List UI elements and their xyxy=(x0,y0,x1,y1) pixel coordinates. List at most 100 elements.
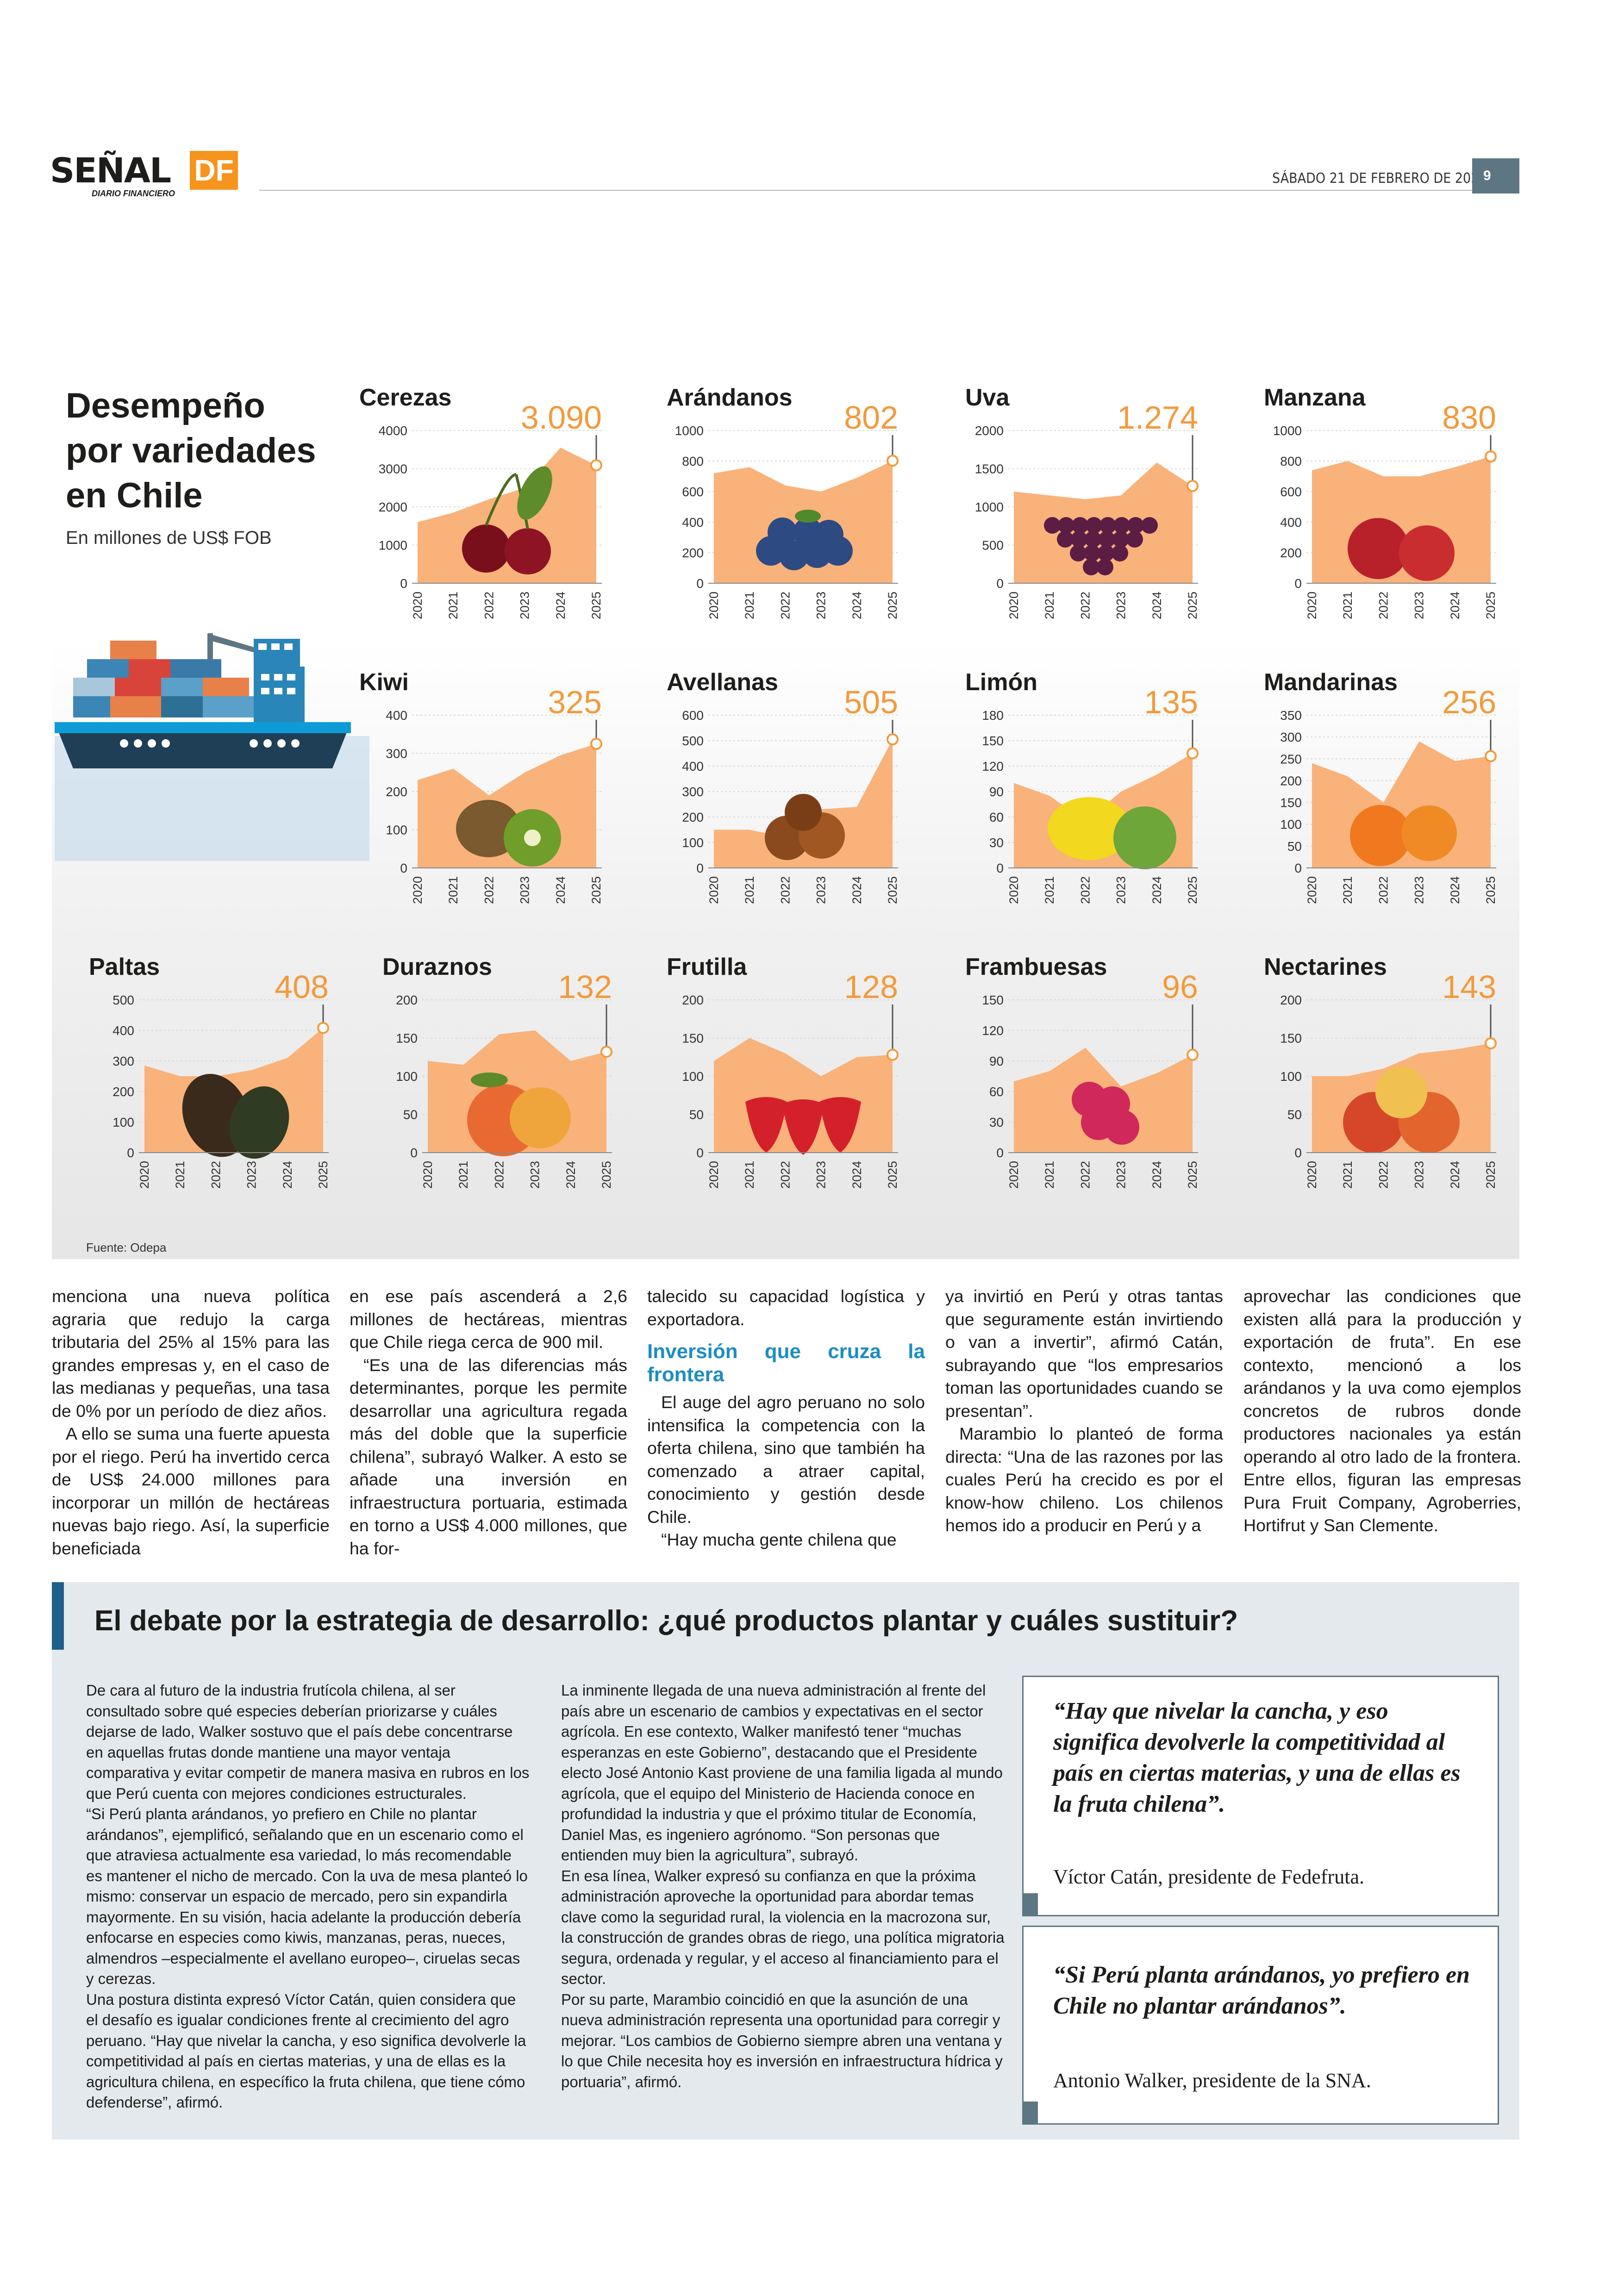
x-tick-label: 2024 xyxy=(554,876,568,904)
cherry-shape xyxy=(505,528,551,574)
masthead-logo: SEÑAL DF DIARIO FINANCIERO xyxy=(50,149,244,200)
y-tick-label: 120 xyxy=(982,1023,1004,1038)
blueberry-shape xyxy=(814,520,843,549)
y-tick-label: 0 xyxy=(696,576,704,591)
y-tick-label: 3000 xyxy=(379,462,407,476)
y-tick-label: 180 xyxy=(982,708,1004,723)
debate-accent-bar xyxy=(52,1582,64,1650)
infographic-title: Desempeño por variedades en Chile xyxy=(66,383,353,518)
last-value-marker xyxy=(1485,450,1497,463)
article-column-1: menciona una nueva política agraria que … xyxy=(52,1285,330,1560)
brand-subtitle: DIARIO FINANCIERO xyxy=(92,189,175,198)
debate-paragraph: En esa línea, Walker expresó su confianz… xyxy=(561,1867,1005,1988)
x-tick-label: 2024 xyxy=(554,592,568,619)
y-tick-label: 100 xyxy=(682,836,704,850)
chart-highlight-value: 128 xyxy=(844,969,898,1005)
article-paragraph: menciona una nueva política agraria que … xyxy=(52,1286,330,1421)
x-tick-label: 2022 xyxy=(482,876,496,904)
chart-nectarines: Nectarines 143 0 50 100 150 200 2020 2021 2022 202… xyxy=(1264,954,1498,1189)
grape-shape xyxy=(1044,517,1061,534)
x-tick-label: 2020 xyxy=(1305,876,1319,904)
chart-highlight-value: 830 xyxy=(1442,399,1496,436)
grape-shape xyxy=(1058,517,1074,534)
x-tick-label: 2022 xyxy=(1078,1161,1092,1189)
x-tick-label: 2025 xyxy=(1186,1161,1199,1189)
y-tick-label: 150 xyxy=(982,734,1004,748)
cargo-ship-illustration xyxy=(55,633,369,861)
y-tick-label: 350 xyxy=(1280,708,1302,723)
article-paragraph: ya invirtió en Perú y otras tantas que s… xyxy=(945,1286,1223,1421)
strawberry-shape xyxy=(745,1097,787,1153)
hazelnut-icon xyxy=(765,794,845,860)
brand-name: SEÑAL xyxy=(50,151,171,191)
chart-title: Frutilla xyxy=(667,954,747,980)
quote-box-catan: “Hay que nivelar la cancha, y eso signif… xyxy=(1022,1676,1499,1916)
infographic-title-line: por variedades xyxy=(66,431,316,470)
y-tick-label: 400 xyxy=(386,708,407,723)
x-tick-label: 2025 xyxy=(1484,592,1498,619)
x-tick-label: 2023 xyxy=(1412,1161,1426,1189)
y-tick-label: 200 xyxy=(682,810,704,824)
chart-arandanos: Arándanos 802 0 200 400 600 800 1000 2020 2021 202… xyxy=(667,384,899,619)
x-tick-label: 2025 xyxy=(886,1161,899,1189)
last-value-marker xyxy=(887,733,899,746)
x-tick-label: 2021 xyxy=(1341,876,1355,904)
x-tick-label: 2023 xyxy=(1412,876,1426,904)
chart-highlight-value: 132 xyxy=(558,969,612,1005)
chart-highlight-value: 256 xyxy=(1442,684,1496,720)
issue-date: SÁBADO 21 DE FEBRERO DE 2026 xyxy=(1272,170,1487,187)
y-tick-label: 90 xyxy=(989,1054,1004,1068)
chart-highlight-value: 135 xyxy=(1144,684,1198,720)
x-tick-label: 2025 xyxy=(1484,1161,1498,1189)
x-tick-label: 2022 xyxy=(1078,876,1092,904)
lime-shape xyxy=(1113,806,1176,869)
chart-highlight-value: 3.090 xyxy=(521,399,602,436)
debate-paragraph: De cara al futuro de la industria frutíc… xyxy=(86,1682,530,1802)
nectarine-icon xyxy=(1343,1066,1460,1153)
cherry-icon xyxy=(462,466,552,574)
x-tick-label: 2024 xyxy=(1448,1161,1462,1189)
x-tick-label: 2023 xyxy=(814,1161,828,1189)
chart-avellanas: Avellanas 505 0 100 200 300 400 500 600 2020 2021 2… xyxy=(667,669,899,904)
debate-paragraph: Por su parte, Marambio coincidió en que … xyxy=(561,1990,1003,2090)
chart-title: Mandarinas xyxy=(1264,669,1398,696)
lemon-shape xyxy=(1048,797,1131,860)
y-tick-label: 150 xyxy=(1280,1031,1302,1046)
y-tick-label: 0 xyxy=(410,1146,418,1160)
apple-shape xyxy=(1348,518,1409,579)
quote-author: Antonio Walker, presidente de la SNA. xyxy=(1053,2069,1371,2092)
grape-shape xyxy=(1083,559,1099,575)
chart-area xyxy=(418,448,596,583)
chart-title: Nectarines xyxy=(1264,954,1387,980)
quote-corner xyxy=(1022,1893,1038,1916)
y-tick-label: 50 xyxy=(1287,839,1302,854)
last-value-marker xyxy=(590,459,602,472)
y-tick-label: 1000 xyxy=(379,538,407,553)
chart-title: Duraznos xyxy=(382,954,492,980)
y-tick-label: 60 xyxy=(989,1085,1004,1099)
mandarin-shape xyxy=(1350,805,1411,866)
avocado-shape xyxy=(229,1086,289,1159)
article-paragraph: aprovechar las condiciones que existen a… xyxy=(1243,1286,1521,1535)
y-tick-label: 600 xyxy=(682,485,704,499)
x-tick-label: 2025 xyxy=(1186,592,1199,619)
y-tick-label: 0 xyxy=(996,576,1004,591)
x-tick-label: 2020 xyxy=(707,876,721,904)
x-tick-label: 2020 xyxy=(137,1161,151,1189)
chart-title: Frambuesas xyxy=(965,954,1107,980)
y-tick-label: 200 xyxy=(1280,546,1302,560)
chart-highlight-value: 1.274 xyxy=(1117,399,1198,436)
y-tick-label: 0 xyxy=(127,1146,134,1160)
peach-icon xyxy=(467,1073,571,1156)
x-tick-label: 2023 xyxy=(528,1161,542,1189)
chart-duraznos: Duraznos 132 0 50 100 150 200 2020 2021 2022 2023 2… xyxy=(382,954,613,1189)
article-paragraph: El auge del agro peruano no solo intensi… xyxy=(647,1392,925,1527)
article-column-3: talecido su capacidad logística y export… xyxy=(647,1285,925,1552)
chart-frutilla: Frutilla 128 0 50 100 150 200 2020 2021 2022 2023 2… xyxy=(667,954,899,1189)
y-tick-label: 200 xyxy=(682,546,704,560)
apple-icon xyxy=(1348,518,1455,581)
kiwi-core xyxy=(524,829,541,846)
article-paragraph: talecido su capacidad logística y export… xyxy=(647,1286,925,1329)
chart-mandarinas: Mandarinas 256 0 50 100 150 200 250 300 350 2020 20… xyxy=(1264,669,1498,904)
x-tick-label: 2023 xyxy=(245,1161,259,1189)
